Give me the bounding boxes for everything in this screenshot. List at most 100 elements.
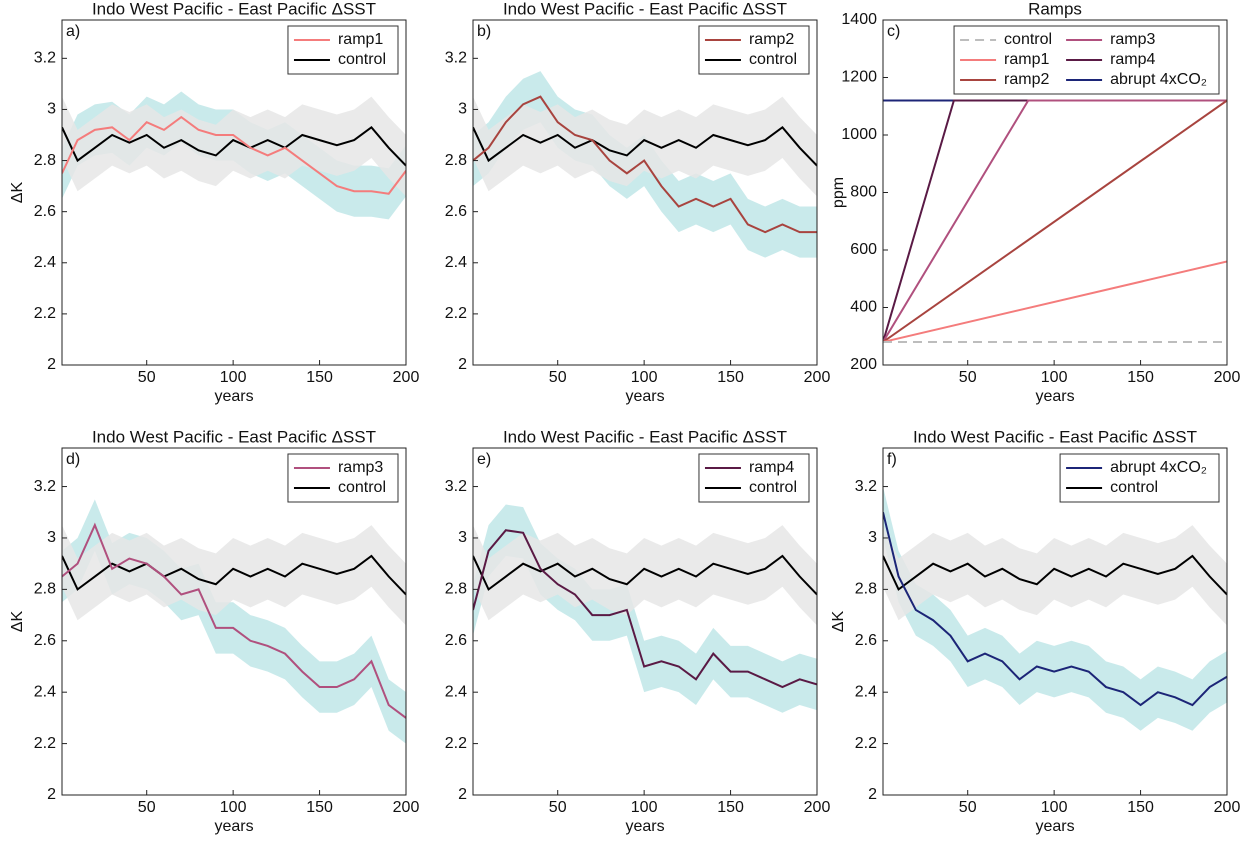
y-tick-label: 2 <box>868 786 877 803</box>
y-tick-label: 3.2 <box>34 478 56 495</box>
x-tick-label: 200 <box>393 369 420 386</box>
x-axis-label: years <box>625 388 664 405</box>
x-tick-label: 150 <box>306 799 333 816</box>
y-tick-label: 2.2 <box>855 735 877 752</box>
y-tick-label: 2.4 <box>445 254 467 271</box>
y-tick-label: 2.6 <box>34 203 56 220</box>
x-tick-label: 50 <box>959 799 977 816</box>
chart-title: Ramps <box>1028 0 1082 18</box>
y-tick-label: 2.6 <box>34 632 56 649</box>
y-tick-label: 1200 <box>841 69 877 86</box>
legend-label: control <box>338 51 386 68</box>
x-tick-label: 100 <box>220 799 247 816</box>
legend-label: ramp4 <box>1110 51 1155 68</box>
series-line <box>473 125 817 167</box>
legend-label: ramp4 <box>749 459 794 476</box>
legend-label: ramp2 <box>749 31 794 48</box>
x-tick-label: 150 <box>717 799 744 816</box>
x-tick-label: 200 <box>1214 799 1241 816</box>
x-tick-label: 50 <box>138 799 156 816</box>
y-tick-label: 2.2 <box>34 735 56 752</box>
y-tick-label: 3 <box>458 101 467 118</box>
y-tick-label: 3 <box>47 101 56 118</box>
series-line <box>473 554 817 596</box>
axes-frame <box>61 19 407 366</box>
legend-box <box>698 453 810 503</box>
legend-label: ramp1 <box>338 31 383 48</box>
y-tick-label: 2 <box>458 786 467 803</box>
x-axis-label: years <box>1035 388 1074 405</box>
legend: control ramp1 ramp2 ramp3 ramp4 abrupt 4xCO₂ <box>953 25 1220 95</box>
x-tick-label: 50 <box>549 369 567 386</box>
series-line <box>62 522 406 719</box>
legend-label: control <box>749 51 797 68</box>
legend-box <box>287 25 399 75</box>
x-tick-label: 100 <box>1041 799 1068 816</box>
y-tick-label: 2.4 <box>34 683 56 700</box>
x-tick-label: 100 <box>220 369 247 386</box>
y-tick-label: 800 <box>850 184 877 201</box>
legend: abrupt 4xCO₂ control <box>1059 453 1220 503</box>
x-axis-label: years <box>625 818 664 835</box>
panel-label: f) <box>887 451 897 468</box>
legend-label: control <box>1110 479 1158 496</box>
plot-content <box>473 504 817 713</box>
legend: ramp1 control <box>287 25 399 75</box>
legend-label: control <box>749 479 797 496</box>
band <box>62 96 406 197</box>
y-tick-label: 2.8 <box>34 581 56 598</box>
legend: ramp3 control <box>287 453 399 503</box>
y-tick-label: 2.2 <box>34 305 56 322</box>
series-line <box>883 512 1227 707</box>
y-tick-label: 1000 <box>841 126 877 143</box>
y-tick-label: 2.6 <box>855 632 877 649</box>
y-tick-label: 400 <box>850 299 877 316</box>
x-tick-label: 100 <box>1041 369 1068 386</box>
axes-frame <box>472 447 818 796</box>
legend-label: ramp3 <box>1110 31 1155 48</box>
band <box>473 96 817 197</box>
y-tick-label: 3 <box>868 529 877 546</box>
y-tick-label: 2.8 <box>34 152 56 169</box>
y-tick-label: 2.8 <box>445 152 467 169</box>
y-axis-label: ΔK <box>830 610 847 632</box>
plot-area <box>473 448 817 795</box>
legend-box <box>1059 453 1220 503</box>
series-line <box>883 99 1227 343</box>
y-axis-label: ppm <box>830 177 847 208</box>
x-tick-label: 100 <box>631 799 658 816</box>
chart-title: Indo West Pacific - East Pacific ΔSST <box>503 427 787 446</box>
y-tick-label: 3 <box>47 529 56 546</box>
chart-title: Indo West Pacific - East Pacific ΔSST <box>92 0 376 18</box>
x-tick-label: 50 <box>549 799 567 816</box>
legend-label: control <box>338 479 386 496</box>
series-line <box>62 115 406 195</box>
panel-label: d) <box>66 451 80 468</box>
y-tick-label: 1400 <box>841 11 877 28</box>
y-tick-label: 3.2 <box>445 50 467 67</box>
y-tick-label: 3.2 <box>34 50 56 67</box>
axes-frame <box>472 19 818 366</box>
band <box>473 525 817 626</box>
panel-label: c) <box>887 23 900 40</box>
panel-label: b) <box>477 23 491 40</box>
plot-content <box>62 91 406 220</box>
legend-box <box>287 453 399 503</box>
x-tick-label: 200 <box>804 369 831 386</box>
x-axis-label: years <box>214 818 253 835</box>
legend: ramp4 control <box>698 453 810 503</box>
y-tick-label: 2.4 <box>855 683 877 700</box>
y-tick-label: 2 <box>458 356 467 373</box>
x-tick-label: 50 <box>138 369 156 386</box>
x-tick-label: 150 <box>1127 799 1154 816</box>
y-tick-label: 200 <box>850 356 877 373</box>
y-tick-label: 2.8 <box>855 581 877 598</box>
x-tick-label: 100 <box>631 369 658 386</box>
y-tick-label: 2 <box>47 786 56 803</box>
x-tick-label: 200 <box>393 799 420 816</box>
legend: ramp2 control <box>698 25 810 75</box>
band <box>883 486 1227 731</box>
chart-title: Indo West Pacific - East Pacific ΔSST <box>913 427 1197 446</box>
plot-content <box>62 499 406 744</box>
